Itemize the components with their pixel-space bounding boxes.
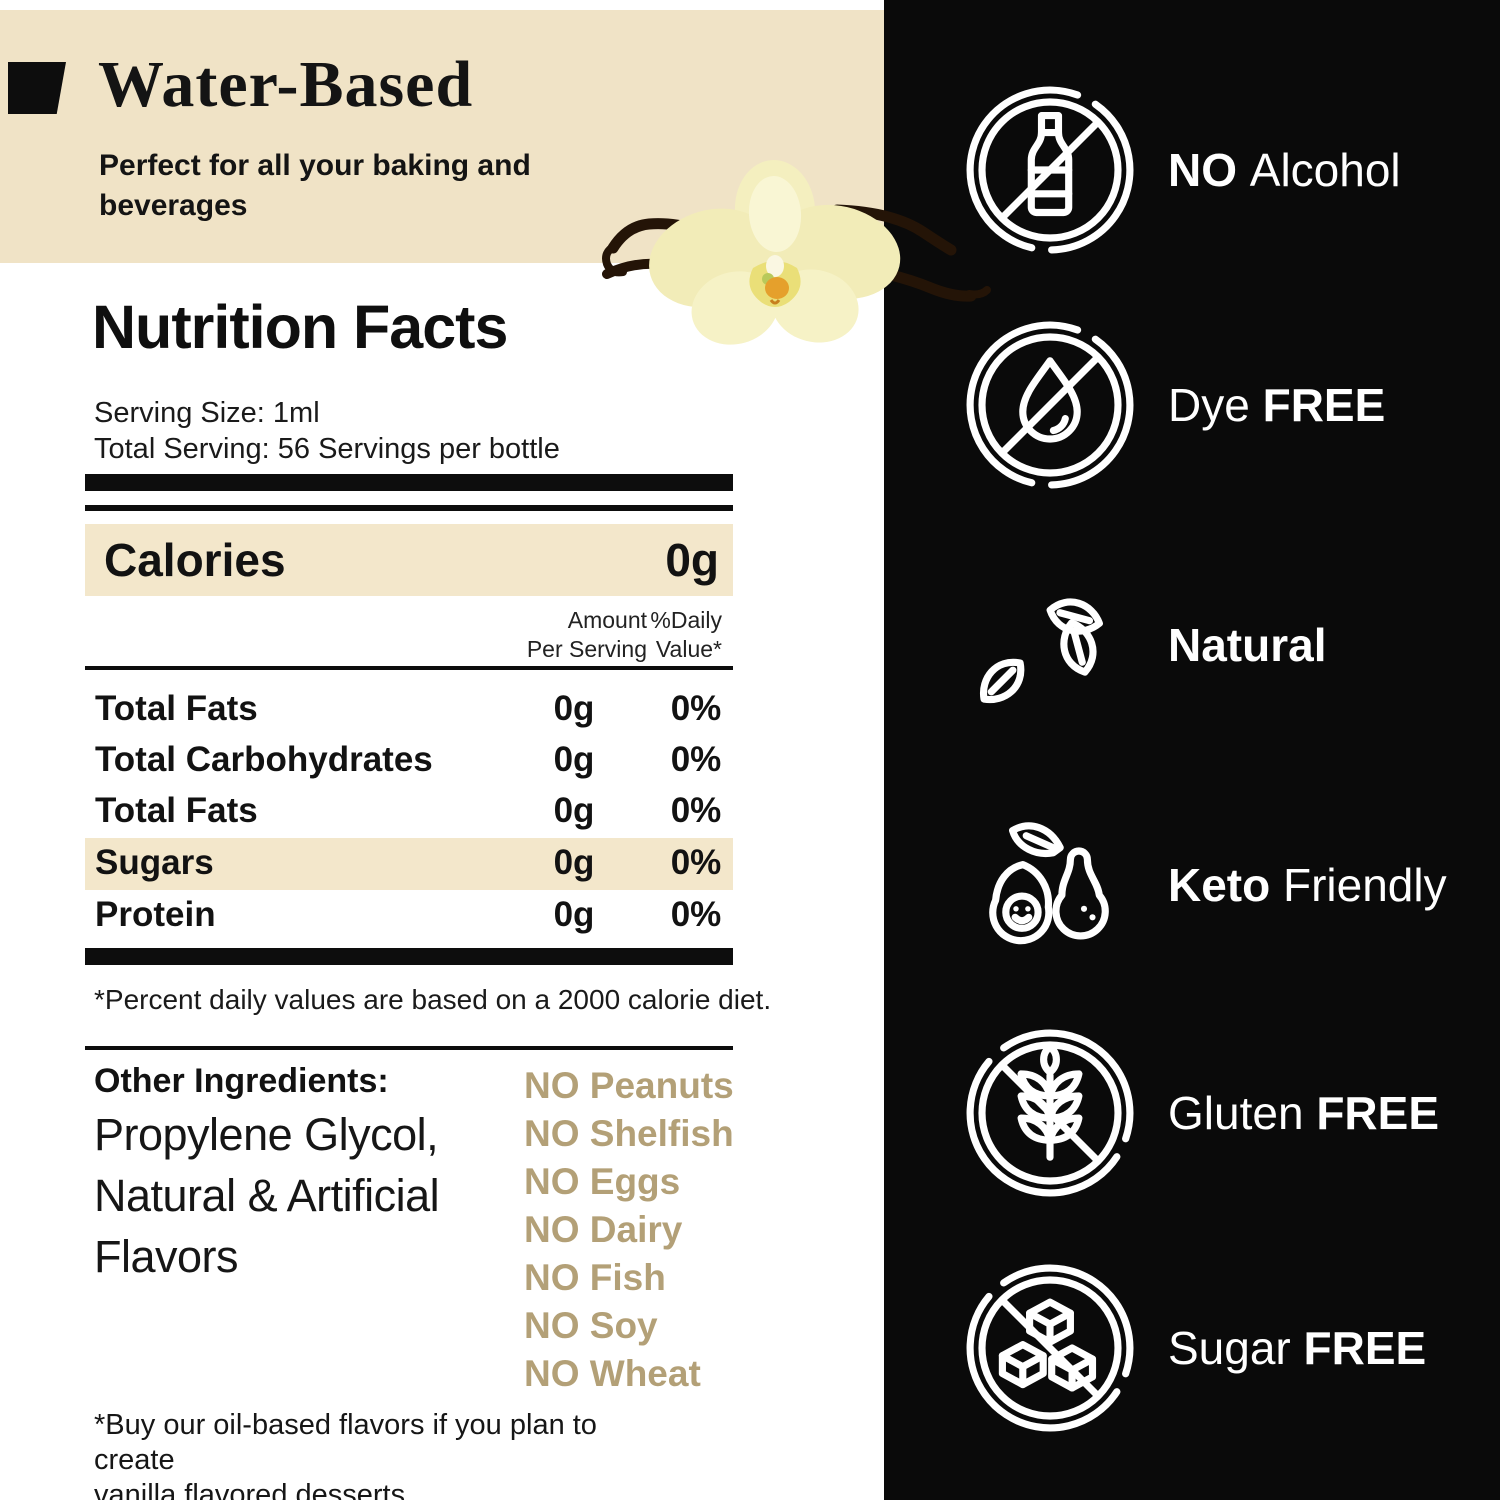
gluten-free-icon bbox=[965, 1028, 1135, 1198]
list-item: NO Fish bbox=[524, 1257, 666, 1298]
no-alcohol-icon bbox=[965, 85, 1135, 255]
table-row: Protein 0g 0% bbox=[85, 890, 733, 940]
row-daily-value: 0% bbox=[670, 843, 722, 882]
row-amount: 0g bbox=[553, 740, 595, 779]
ingredient-line: Flavors bbox=[94, 1231, 239, 1282]
dye-free-icon bbox=[965, 320, 1135, 490]
row-daily-value: 0% bbox=[670, 689, 722, 728]
divider-rule-2 bbox=[85, 1046, 733, 1050]
table-row: Total Carbohydrates 0g 0% bbox=[85, 735, 733, 785]
badge-natural: Natural bbox=[965, 560, 1485, 730]
ingredient-line: Natural & Artificial bbox=[94, 1170, 440, 1221]
row-label: Total Fats bbox=[95, 791, 258, 830]
row-label: Sugars bbox=[95, 843, 214, 882]
other-ingredients-heading: Other Ingredients: bbox=[94, 1062, 389, 1100]
table-row: Total Fats 0g 0% bbox=[85, 786, 733, 836]
oil-based-note: *Buy our oil-based flavors if you plan t… bbox=[94, 1408, 654, 1500]
divider-thin-top bbox=[85, 505, 733, 511]
badge-no-alcohol: NO Alcohol bbox=[965, 85, 1485, 255]
column-header-dv-line2: Value* bbox=[655, 636, 722, 662]
badge-keto-friendly: Keto Friendly bbox=[965, 800, 1485, 970]
serving-size-text: Serving Size: 1ml bbox=[94, 397, 320, 429]
badge-label: Gluten FREE bbox=[1168, 1087, 1439, 1139]
orchid-petals bbox=[649, 160, 901, 345]
right-black-panel bbox=[884, 0, 1500, 1500]
badge-label: NO Alcohol bbox=[1168, 144, 1401, 196]
list-item: NO Soy bbox=[524, 1305, 658, 1346]
column-header-amount: Amount Per Serving bbox=[85, 606, 647, 664]
list-item: NO Wheat bbox=[524, 1353, 701, 1394]
natural-icon bbox=[965, 560, 1135, 730]
total-serving-text: Total Serving: 56 Servings per bottle bbox=[94, 433, 560, 465]
row-amount: 0g bbox=[553, 689, 595, 728]
row-amount: 0g bbox=[553, 791, 595, 830]
calories-highlight-band bbox=[85, 524, 733, 596]
page-title: Water-Based bbox=[98, 48, 474, 121]
sugar-free-icon bbox=[965, 1263, 1135, 1433]
column-header-dv-line1: %Daily bbox=[650, 607, 722, 633]
row-label: Total Fats bbox=[95, 689, 258, 728]
keto-friendly-icon bbox=[965, 800, 1135, 970]
divider-thick-bottom bbox=[85, 948, 733, 965]
table-row: Total Fats 0g 0% bbox=[85, 684, 733, 734]
table-row-highlighted: Sugars 0g 0% bbox=[85, 838, 733, 890]
vanilla-flower-image bbox=[585, 148, 995, 363]
oil-based-note-line1: *Buy our oil-based flavors if you plan t… bbox=[94, 1409, 597, 1476]
list-item: NO Dairy bbox=[524, 1209, 683, 1250]
column-header-amount-line2: Per Serving bbox=[526, 636, 647, 662]
row-daily-value: 0% bbox=[670, 895, 722, 934]
column-header-daily-value: %Daily Value* bbox=[85, 606, 722, 664]
row-amount: 0g bbox=[553, 843, 595, 882]
row-daily-value: 0% bbox=[670, 791, 722, 830]
percent-daily-footnote: *Percent daily values are based on a 200… bbox=[94, 984, 772, 1015]
badge-gluten-free: Gluten FREE bbox=[965, 1028, 1485, 1198]
row-amount: 0g bbox=[553, 895, 595, 934]
badge-label: Keto Friendly bbox=[1168, 859, 1447, 911]
badge-sugar-free: Sugar FREE bbox=[965, 1263, 1485, 1433]
row-daily-value: 0% bbox=[670, 740, 722, 779]
list-item: NO Peanuts bbox=[524, 1065, 734, 1106]
list-item: NO Shelfish bbox=[524, 1113, 734, 1154]
oil-based-note-line2: vanilla flavored desserts bbox=[94, 1479, 406, 1500]
divider-rule-1 bbox=[85, 666, 733, 670]
calories-value: 0g bbox=[665, 534, 719, 586]
row-label: Total Carbohydrates bbox=[95, 740, 433, 779]
banner-bullet-mark bbox=[8, 62, 66, 114]
row-label: Protein bbox=[95, 895, 216, 934]
allergen-free-list: NO Peanuts NO Shelfish NO Eggs NO Dairy … bbox=[524, 1062, 824, 1398]
page-subtitle: Perfect for all your baking and beverage… bbox=[99, 149, 531, 222]
badge-label: Sugar FREE bbox=[1168, 1322, 1427, 1374]
ingredient-line: Propylene Glycol, bbox=[94, 1109, 439, 1160]
column-header-amount-line1: Amount bbox=[567, 607, 647, 633]
nutrition-facts-title: Nutrition Facts bbox=[92, 293, 508, 361]
orchid-lip bbox=[749, 255, 801, 307]
list-item: NO Eggs bbox=[524, 1161, 681, 1202]
badge-dye-free: Dye FREE bbox=[965, 320, 1485, 490]
badge-label: Dye FREE bbox=[1168, 379, 1386, 431]
calories-label: Calories bbox=[104, 534, 286, 586]
divider-thick-top bbox=[85, 474, 733, 491]
badge-label: Natural bbox=[1168, 619, 1327, 671]
